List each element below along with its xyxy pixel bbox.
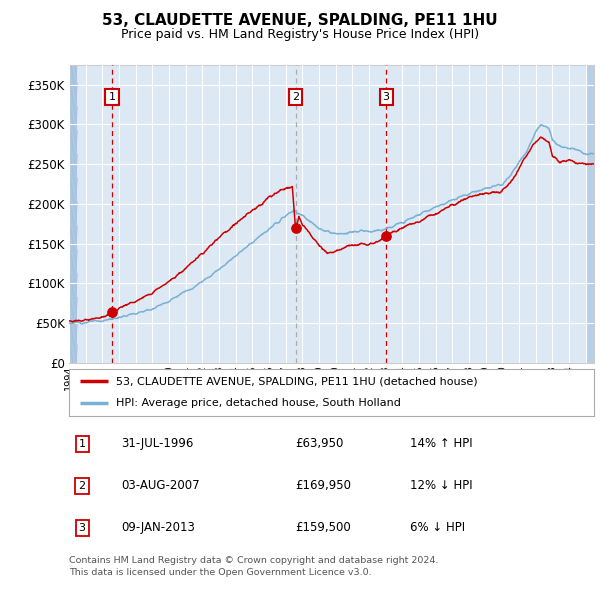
Text: This data is licensed under the Open Government Licence v3.0.: This data is licensed under the Open Gov… bbox=[69, 568, 371, 576]
Point bbox=[107, 307, 117, 317]
Bar bbox=[586, 65, 596, 363]
Text: £63,950: £63,950 bbox=[295, 437, 343, 450]
Text: £159,500: £159,500 bbox=[295, 522, 350, 535]
Text: 09-JAN-2013: 09-JAN-2013 bbox=[121, 522, 196, 535]
Text: Contains HM Land Registry data © Crown copyright and database right 2024.: Contains HM Land Registry data © Crown c… bbox=[69, 556, 439, 565]
Text: 31-JUL-1996: 31-JUL-1996 bbox=[121, 437, 194, 450]
Text: 2: 2 bbox=[292, 91, 299, 101]
Point bbox=[382, 231, 391, 241]
Text: £169,950: £169,950 bbox=[295, 479, 351, 493]
Text: 1: 1 bbox=[109, 91, 115, 101]
Text: 1: 1 bbox=[79, 439, 86, 449]
Text: 14% ↑ HPI: 14% ↑ HPI bbox=[410, 437, 473, 450]
Text: 12% ↓ HPI: 12% ↓ HPI bbox=[410, 479, 473, 493]
Text: 53, CLAUDETTE AVENUE, SPALDING, PE11 1HU: 53, CLAUDETTE AVENUE, SPALDING, PE11 1HU bbox=[102, 13, 498, 28]
Text: 03-AUG-2007: 03-AUG-2007 bbox=[121, 479, 200, 493]
Text: 3: 3 bbox=[383, 91, 389, 101]
Text: 53, CLAUDETTE AVENUE, SPALDING, PE11 1HU (detached house): 53, CLAUDETTE AVENUE, SPALDING, PE11 1HU… bbox=[116, 376, 478, 386]
Text: 6% ↓ HPI: 6% ↓ HPI bbox=[410, 522, 466, 535]
Text: HPI: Average price, detached house, South Holland: HPI: Average price, detached house, Sout… bbox=[116, 398, 401, 408]
Text: 3: 3 bbox=[79, 523, 86, 533]
Bar bbox=[69, 65, 77, 363]
Text: Price paid vs. HM Land Registry's House Price Index (HPI): Price paid vs. HM Land Registry's House … bbox=[121, 28, 479, 41]
Text: 2: 2 bbox=[79, 481, 86, 491]
Point bbox=[291, 223, 301, 232]
